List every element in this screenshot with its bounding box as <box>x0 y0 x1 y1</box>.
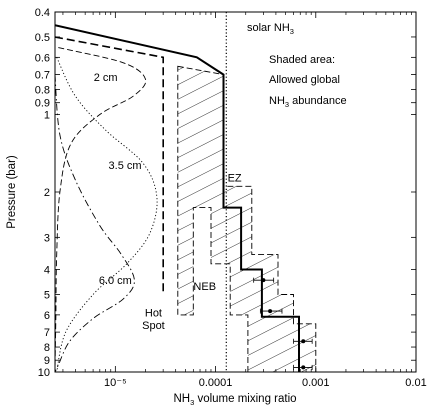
solar-nh3-label: solar NH3 <box>247 22 294 36</box>
y-tick-label: 5 <box>44 289 50 301</box>
y-tick-label: 9 <box>44 355 50 367</box>
annotation-label: 6.0 cm <box>99 275 132 287</box>
data-point-3 <box>301 339 306 344</box>
data-point-2 <box>268 309 273 314</box>
y-tick-label: 0.9 <box>35 98 50 110</box>
caption-line-2: Allowed global <box>269 74 340 86</box>
x-tick-label: 0.0001 <box>199 377 233 389</box>
data-point-4 <box>301 365 306 370</box>
plot-area: 10⁻⁵ 0.0001 0.001 0.01 0.4 0.5 0.6 0.7 0.80.91 2 3… <box>35 7 427 389</box>
x-tick-label: 0.001 <box>302 377 330 389</box>
y-tick-label: 0.5 <box>35 32 50 44</box>
x-axis-title: NH3 volume mixing ratio <box>173 393 296 407</box>
data-point-1 <box>261 278 266 283</box>
annotation-label: 3.5 cm <box>109 160 142 172</box>
y-tick-label: 2 <box>44 187 50 199</box>
y-tick-label: 7 <box>44 327 50 339</box>
y-tick-label: 0.8 <box>35 85 50 97</box>
annotation-label: 2 cm <box>94 72 118 84</box>
y-tick-label: 0.6 <box>35 52 50 64</box>
hot-spot-profile-line <box>55 36 164 295</box>
caption-line-1: Shaded area: <box>269 54 335 66</box>
annotation-label: EZ <box>228 172 242 184</box>
y-tick-label: 3 <box>44 232 50 244</box>
weighting-function-2 <box>56 57 158 372</box>
x-tick-label: 10⁻⁵ <box>104 377 127 389</box>
annotation-label: NEB <box>193 281 216 293</box>
weighting-function-1 <box>55 47 147 372</box>
y-axis-title: Pressure (bar) <box>6 155 18 229</box>
y-tick-label: 8 <box>44 342 50 354</box>
y-tick-label: 0.7 <box>35 70 50 82</box>
y-tick-label: 1 <box>44 109 50 121</box>
y-tick-label: 10 <box>38 367 50 379</box>
weighting-function-3 <box>55 74 135 372</box>
y-tick-label: 6 <box>44 310 50 322</box>
x-tick-label: 0.01 <box>405 377 426 389</box>
annotation-label: Hot <box>145 308 162 320</box>
shaded-area-caption: Shaded area: Allowed global NH3 abundanc… <box>269 54 347 109</box>
caption-line-3: NH3 abundance <box>269 95 347 109</box>
y-tick-label: 0.4 <box>35 7 50 19</box>
y-tick-label: 4 <box>44 265 50 277</box>
annotation-label: Spot <box>142 320 165 332</box>
retrieved-profile-line <box>55 24 300 372</box>
allowed-abundance-region <box>177 65 317 372</box>
